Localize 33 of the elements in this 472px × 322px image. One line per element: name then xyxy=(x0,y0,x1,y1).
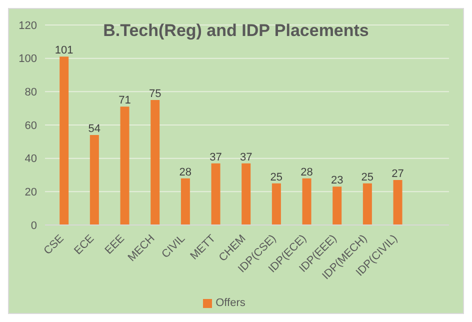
data-label: 25 xyxy=(361,171,374,184)
bar xyxy=(180,178,190,225)
y-tick-label: 120 xyxy=(18,20,37,32)
data-label: 25 xyxy=(270,171,283,184)
bar xyxy=(60,56,69,225)
data-label: 28 xyxy=(300,166,313,178)
data-label: 37 xyxy=(210,151,222,164)
bar xyxy=(393,180,402,225)
y-tick-label: 0 xyxy=(30,220,37,232)
data-label: 27 xyxy=(392,168,404,180)
y-tick-label: 20 xyxy=(24,186,37,199)
bar xyxy=(302,178,312,225)
chart-title: B.Tech(Reg) and IDP Placements xyxy=(103,21,369,40)
bar xyxy=(150,100,160,225)
data-label: 28 xyxy=(179,166,192,178)
data-label: 23 xyxy=(330,174,344,187)
bar xyxy=(362,183,372,225)
data-label: 101 xyxy=(54,44,74,57)
y-tick-label: 100 xyxy=(18,53,37,66)
bar xyxy=(332,186,342,225)
y-tick-label: 40 xyxy=(24,153,37,166)
bar xyxy=(90,135,99,225)
data-label: 71 xyxy=(118,94,131,107)
legend-label: Offers xyxy=(216,297,246,309)
data-label: 37 xyxy=(240,151,252,164)
data-label: 54 xyxy=(88,123,101,135)
bar xyxy=(211,163,220,225)
bar xyxy=(242,163,251,225)
y-tick-label: 80 xyxy=(24,86,37,99)
bar xyxy=(272,183,281,225)
y-tick-label: 60 xyxy=(24,120,37,132)
data-label: 75 xyxy=(148,88,162,100)
bar xyxy=(120,106,130,225)
